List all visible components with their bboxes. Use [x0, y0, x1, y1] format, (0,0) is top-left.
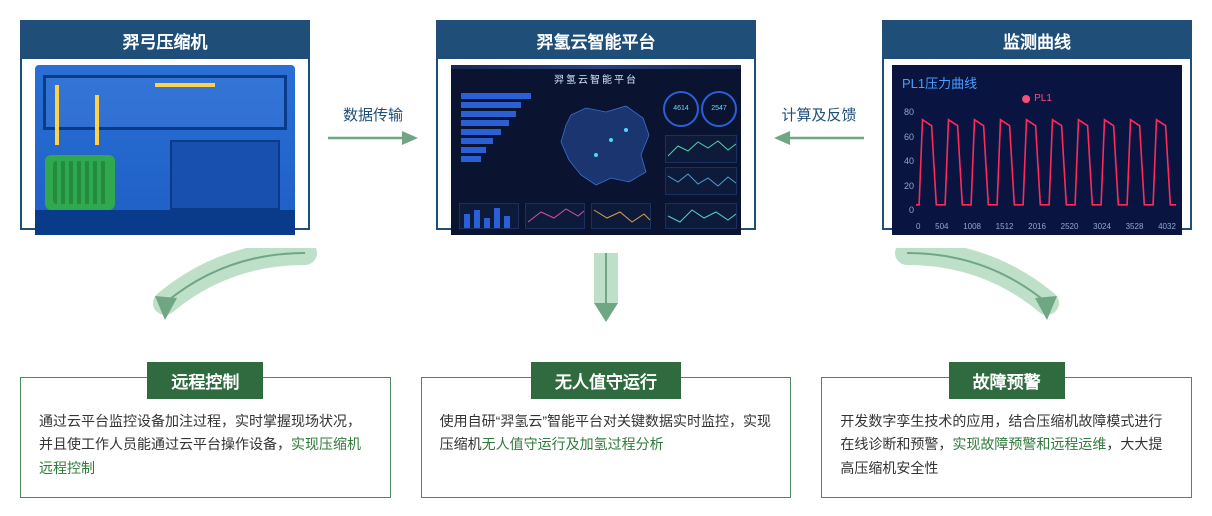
panel-platform: 羿氢云智能平台 羿氢云智能平台 4614 2547: [436, 20, 756, 230]
gauge-1: 4614: [663, 91, 699, 127]
mini-chart-1: [665, 135, 737, 163]
compressor-illustration: [35, 65, 295, 235]
panel-compressor: 羿弓压缩机: [20, 20, 310, 230]
panel-monitor-body: PL1压力曲线 PL1 806040200 050410081512201625…: [884, 59, 1190, 241]
monitor-xaxis: 05041008151220162520302435284032: [916, 222, 1176, 231]
panel-monitor: 监测曲线 PL1压力曲线 PL1 806040200 0504100815122…: [882, 20, 1192, 230]
mini-chart-2: [665, 167, 737, 195]
down-arrow-right-icon: [887, 248, 1087, 338]
top-row: 羿弓压缩机 数据传输 羿氢云智能平台 羿氢云智能平台: [0, 0, 1212, 230]
monitor-chart-title: PL1压力曲线: [902, 73, 977, 92]
info-tag-2: 故障预警: [949, 362, 1065, 399]
info-text-2: 开发数字孪生技术的应用，结合压缩机故障模式进行在线诊断和预警，实现故障预警和远程…: [840, 410, 1173, 481]
panel-compressor-title: 羿弓压缩机: [22, 22, 308, 59]
info-box-0: 远程控制通过云平台监控设备加注过程，实时掌握现场状况，并且使工作人员能通过云平台…: [20, 377, 391, 498]
arrow-left-label: 数据传输: [343, 104, 403, 125]
arrow-right-icon: [328, 129, 418, 147]
monitor-chart: PL1压力曲线 PL1 806040200 050410081512201625…: [892, 65, 1182, 235]
panel-platform-body: 羿氢云智能平台 4614 2547: [438, 59, 754, 241]
mini-bars-1: [459, 203, 519, 229]
panel-platform-title: 羿氢云智能平台: [438, 22, 754, 59]
dashboard-illustration: 羿氢云智能平台 4614 2547: [451, 65, 741, 235]
info-tag-0: 远程控制: [147, 362, 263, 399]
down-arrow-left-icon: [125, 248, 325, 338]
panel-compressor-body: [22, 59, 308, 241]
info-text-0: 通过云平台监控设备加注过程，实时掌握现场状况，并且使工作人员能通过云平台操作设备…: [39, 410, 372, 481]
down-arrows-row: [0, 248, 1212, 338]
arrow-right-to-center: 计算及反馈: [774, 104, 864, 147]
panel-monitor-title: 监测曲线: [884, 22, 1190, 59]
mini-chart-3: [525, 203, 585, 229]
info-text-1: 使用自研“羿氢云”智能平台对关键数据实时监控，实现压缩机无人值守运行及加氢过程分…: [440, 410, 773, 458]
info-tag-1: 无人值守运行: [531, 362, 681, 399]
arrow-left-to-center: 数据传输: [328, 104, 418, 147]
dashboard-bars: [461, 93, 531, 165]
arrow-right-label: 计算及反馈: [781, 104, 856, 125]
china-map-icon: [551, 100, 661, 190]
dashboard-title: 羿氢云智能平台: [451, 71, 741, 86]
info-box-2: 故障预警开发数字孪生技术的应用，结合压缩机故障模式进行在线诊断和预警，实现故障预…: [821, 377, 1192, 498]
mini-chart-4: [591, 203, 651, 229]
arrow-left-icon: [774, 129, 864, 147]
bottom-row: 远程控制通过云平台监控设备加注过程，实时掌握现场状况，并且使工作人员能通过云平台…: [20, 377, 1192, 498]
monitor-yaxis: 806040200: [896, 107, 914, 215]
monitor-legend: PL1: [1022, 93, 1052, 104]
info-box-1: 无人值守运行使用自研“羿氢云”智能平台对关键数据实时监控，实现压缩机无人值守运行…: [421, 377, 792, 498]
monitor-wave: [916, 107, 1176, 215]
down-arrow-center-icon: [576, 248, 636, 338]
mini-chart-5: [665, 203, 737, 229]
gauge-2: 2547: [701, 91, 737, 127]
